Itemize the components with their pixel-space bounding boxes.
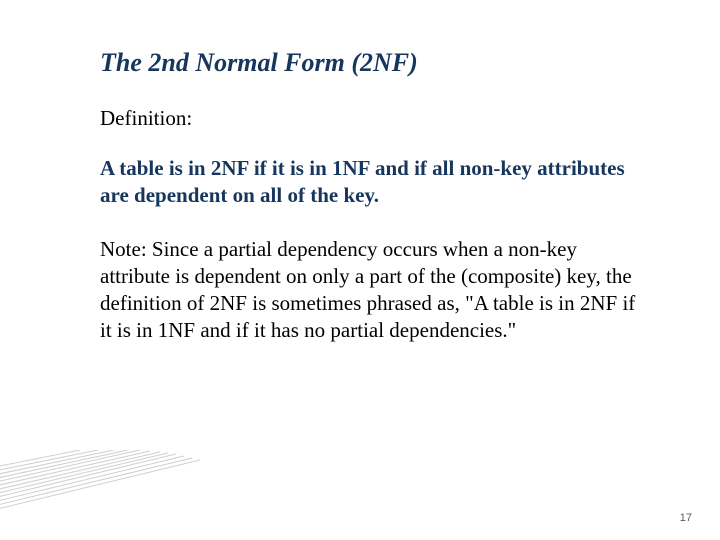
slide-title: The 2nd Normal Form (2NF) xyxy=(100,48,640,78)
corner-decoration xyxy=(0,450,200,520)
slide-container: The 2nd Normal Form (2NF) Definition: A … xyxy=(0,0,720,540)
definition-text: A table is in 2NF if it is in 1NF and if… xyxy=(100,155,640,210)
note-text: Note: Since a partial dependency occurs … xyxy=(100,236,640,345)
page-number: 17 xyxy=(680,512,692,524)
definition-label: Definition: xyxy=(100,106,640,131)
